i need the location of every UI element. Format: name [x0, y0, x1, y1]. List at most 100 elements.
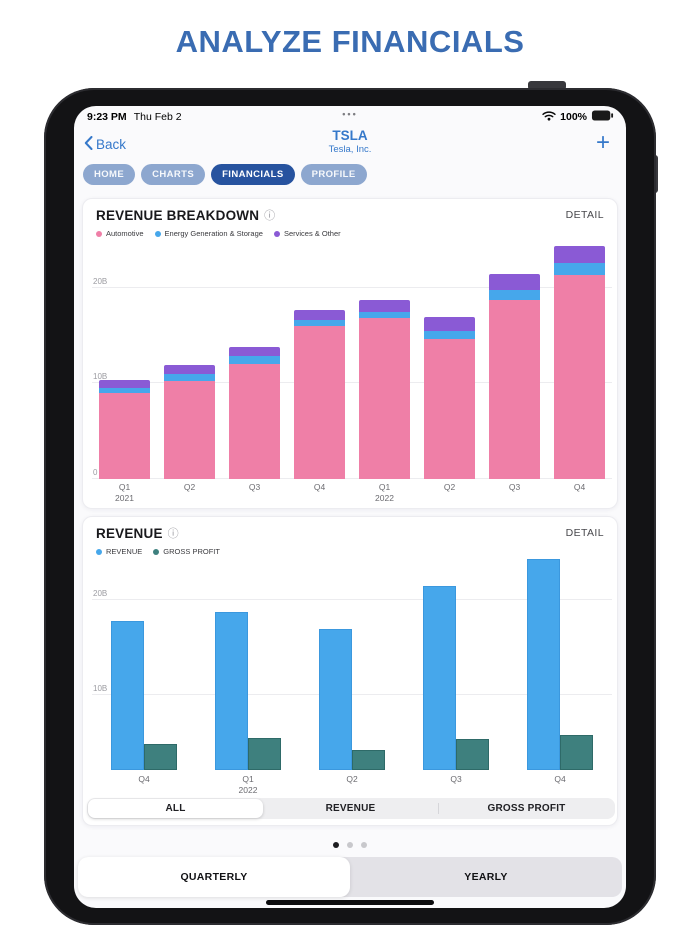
bar-segment-automotive[interactable] [359, 317, 410, 479]
bar-segment-automotive[interactable] [229, 363, 280, 479]
bar-segment-automotive[interactable] [554, 275, 605, 479]
add-button[interactable]: + [595, 129, 610, 156]
legend-dot-icon [153, 548, 160, 555]
tab-bar: HOME CHARTS FINANCIALS PROFILE [83, 164, 367, 185]
legend-item: REVENUE [96, 547, 142, 556]
bar-gross-profit[interactable] [352, 749, 385, 770]
gridline [92, 478, 612, 479]
bar-segment-services-other[interactable] [554, 246, 605, 263]
segment-revenue[interactable]: REVENUE [325, 803, 376, 814]
legend-dot-icon [273, 230, 280, 237]
legend-dot-icon [154, 230, 161, 237]
bar-segment-automotive[interactable] [424, 339, 475, 479]
x-axis-tick-label: Q4 [554, 774, 566, 784]
x-axis-tick-label: Q2 [346, 774, 358, 784]
bar-segment-automotive[interactable] [99, 392, 150, 479]
stacked-bar-chart: 0 10B 20B [92, 239, 612, 479]
bar-segment-energy-generation-storage[interactable] [99, 388, 150, 393]
x-axis-tick-label: Q2 [183, 482, 196, 492]
y-axis-tick-label: 20B [93, 276, 108, 286]
bar-segment-energy-generation-storage[interactable] [489, 289, 540, 301]
segment-gross-profit[interactable]: GROSS PROFIT [487, 803, 566, 814]
legend-label: REVENUE [106, 547, 143, 556]
bar-segment-services-other[interactable] [99, 379, 150, 389]
bar-gross-profit[interactable] [248, 738, 281, 770]
bar-segment-energy-generation-storage[interactable] [229, 355, 280, 364]
wifi-icon [542, 110, 556, 124]
info-icon[interactable]: ⓘ [264, 210, 276, 222]
status-center-dots-icon: ••• [342, 109, 358, 119]
bar-revenue[interactable] [527, 558, 560, 770]
page-dots [74, 842, 626, 848]
bar-revenue[interactable] [111, 621, 144, 770]
tab-financials[interactable]: FINANCIALS [211, 164, 295, 185]
tab-home[interactable]: HOME [83, 164, 136, 185]
period-option-quarterly[interactable]: QUARTERLY [78, 857, 350, 897]
legend-item: GROSS PROFIT [153, 547, 220, 556]
chart-legend: REVENUE GROSS PROFIT [96, 547, 220, 556]
bar-segment-services-other[interactable] [164, 364, 215, 374]
bar-segment-automotive[interactable] [294, 326, 345, 479]
bar-segment-automotive[interactable] [489, 300, 540, 479]
x-axis-tick-label: Q1 2021 [115, 482, 134, 503]
bar-segment-energy-generation-storage[interactable] [164, 373, 215, 382]
chart-legend: Automotive Energy Generation & Storage Ser… [96, 229, 341, 238]
bar-segment-services-other[interactable] [229, 347, 280, 356]
bar-gross-profit[interactable] [456, 738, 489, 770]
power-button [528, 81, 566, 90]
series-segmented-control: ALL REVENUE GROSS PROFIT [87, 798, 615, 819]
x-axis-tick-label: Q3 [248, 482, 261, 492]
y-axis-tick-label: 10B [93, 683, 108, 693]
x-axis-tick-label: Q1 2022 [375, 482, 394, 503]
chevron-left-icon [84, 136, 93, 153]
legend-item: Energy Generation & Storage [154, 229, 263, 238]
x-axis-tick-label: Q4 [573, 482, 586, 492]
period-option-yearly[interactable]: YEARLY [464, 871, 508, 883]
gridline [92, 382, 612, 384]
bar-revenue[interactable] [215, 611, 248, 770]
ticker-symbol: TSLA [332, 128, 368, 143]
segment-separator [438, 803, 439, 814]
detail-button[interactable]: DETAIL [565, 209, 604, 221]
bar-segment-services-other[interactable] [424, 317, 475, 332]
gridline [92, 286, 612, 288]
legend-label: Services & Other [283, 229, 341, 238]
bar-revenue[interactable] [423, 586, 456, 770]
detail-button[interactable]: DETAIL [565, 527, 604, 539]
bar-segment-services-other[interactable] [294, 309, 345, 320]
chart-x-axis: Q4 Q1 2022 Q2 Q3 Q4 [92, 774, 612, 800]
tab-charts[interactable]: CHARTS [141, 164, 206, 185]
bar-gross-profit[interactable] [144, 743, 177, 770]
bar-segment-services-other[interactable] [489, 273, 540, 290]
x-axis-tick-label: Q3 [508, 482, 521, 492]
bar-revenue[interactable] [319, 628, 352, 770]
page-dot-3[interactable] [361, 842, 367, 848]
back-button[interactable]: Back [84, 136, 126, 153]
bar-segment-energy-generation-storage[interactable] [554, 262, 605, 276]
page-dot-2[interactable] [347, 842, 353, 848]
legend-dot-icon [96, 230, 102, 237]
bar-segment-automotive[interactable] [164, 381, 215, 479]
bar-segment-services-other[interactable] [359, 299, 410, 312]
tab-profile[interactable]: PROFILE [300, 164, 367, 185]
home-indicator[interactable] [266, 900, 434, 905]
x-axis-tick-label: Q3 [450, 774, 462, 784]
bar-gross-profit[interactable] [560, 735, 593, 770]
card-title: REVENUE [96, 525, 163, 541]
gridline [92, 598, 612, 600]
card-title: REVENUE BREAKDOWN [96, 207, 260, 223]
bar-segment-energy-generation-storage[interactable] [359, 311, 410, 318]
page-dot-1[interactable] [333, 842, 339, 848]
segment-all[interactable]: ALL [88, 799, 263, 818]
info-icon[interactable]: ⓘ [167, 528, 179, 540]
gridline [92, 693, 612, 695]
bar-segment-energy-generation-storage[interactable] [294, 319, 345, 327]
period-toggle: QUARTERLY YEARLY [78, 857, 622, 897]
bar-segment-energy-generation-storage[interactable] [424, 331, 475, 340]
back-label: Back [96, 137, 127, 152]
legend-item: Services & Other [273, 229, 341, 238]
revenue-breakdown-card: REVENUE BREAKDOWN ⓘ DETAIL Automotive Ene… [82, 198, 618, 509]
app-screen: 9:23 PM Thu Feb 2 ••• 100% [74, 106, 626, 908]
chart-x-axis: Q1 2021 Q2 Q3 Q4 Q1 2022 Q2 Q3 Q4 [92, 482, 612, 508]
